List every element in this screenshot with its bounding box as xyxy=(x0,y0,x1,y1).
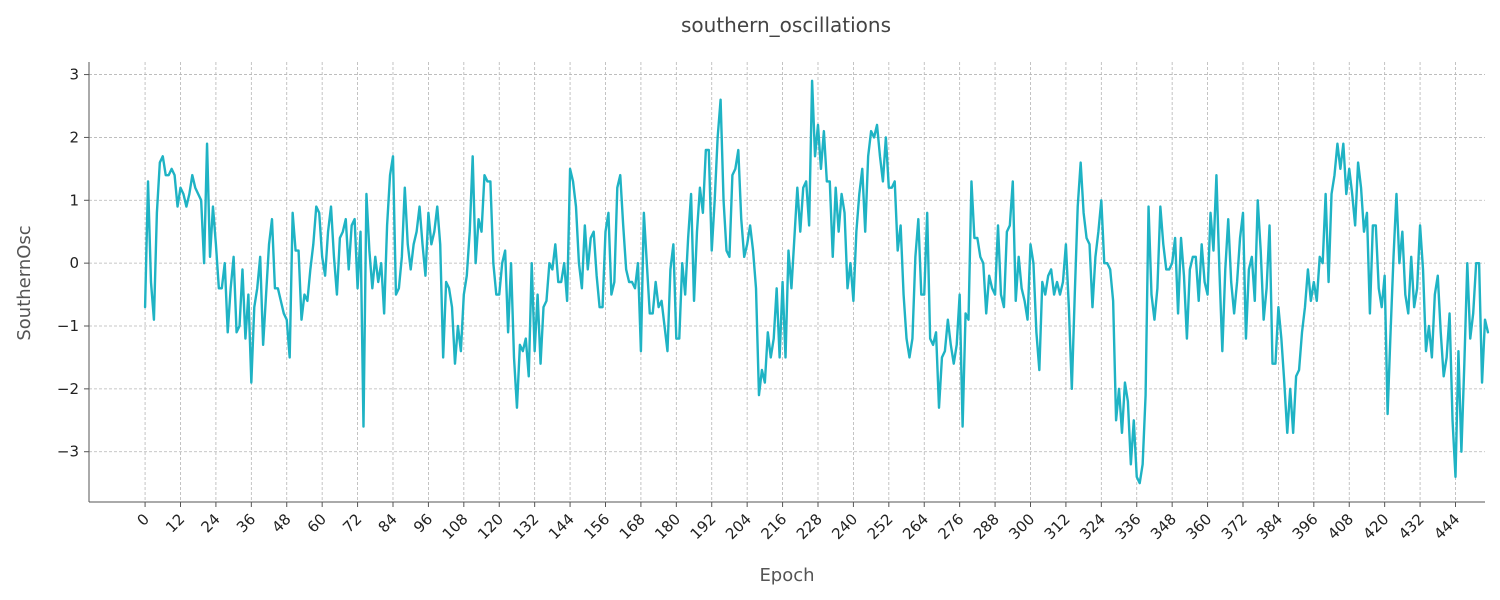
x-tick-label: 192 xyxy=(687,510,720,543)
y-tick-label: −1 xyxy=(57,317,79,335)
y-tick-label: 2 xyxy=(69,128,79,146)
x-tick-label: 144 xyxy=(545,510,578,543)
x-tick-label: 72 xyxy=(339,510,365,536)
x-tick-label: 24 xyxy=(198,510,224,536)
x-tick-label: 264 xyxy=(899,510,932,543)
y-tick-label: 3 xyxy=(69,66,79,84)
x-tick-label: 252 xyxy=(864,510,897,543)
y-tick-label: −3 xyxy=(57,443,79,461)
x-tick-label: 348 xyxy=(1147,510,1180,543)
x-axis-ticks: 0 12 24 36 48 60 72 84 96 108 120 132 144 156 168 180 19… xyxy=(133,502,1463,543)
x-tick-label: 240 xyxy=(828,510,861,543)
y-axis-ticks: −3 −2 −1 0 1 2 3 xyxy=(57,66,89,461)
x-tick-label: 132 xyxy=(510,510,543,543)
southern-oscillation-series-line xyxy=(143,79,1490,485)
x-tick-label: 48 xyxy=(268,510,294,536)
x-tick-label: 60 xyxy=(304,510,330,536)
x-tick-label: 108 xyxy=(439,510,472,543)
x-tick-label: 444 xyxy=(1430,510,1463,543)
x-tick-label: 0 xyxy=(133,510,152,529)
x-tick-label: 432 xyxy=(1395,510,1428,543)
x-tick-label: 120 xyxy=(474,510,507,543)
x-tick-label: 180 xyxy=(651,510,684,543)
x-tick-label: 216 xyxy=(757,510,790,543)
x-tick-label: 36 xyxy=(233,510,259,536)
x-tick-label: 276 xyxy=(935,510,968,543)
x-tick-label: 312 xyxy=(1041,510,1074,543)
x-tick-label: 372 xyxy=(1218,510,1251,543)
x-tick-label: 204 xyxy=(722,510,755,543)
x-tick-label: 396 xyxy=(1289,510,1322,543)
x-tick-label: 360 xyxy=(1182,510,1215,543)
x-tick-label: 300 xyxy=(1005,510,1038,543)
y-tick-label: 1 xyxy=(69,191,79,209)
x-tick-label: 96 xyxy=(410,510,436,536)
x-tick-label: 408 xyxy=(1324,510,1357,543)
x-tick-label: 228 xyxy=(793,510,826,543)
x-tick-label: 84 xyxy=(375,510,401,536)
y-tick-label: −2 xyxy=(57,380,79,398)
x-axis-label: Epoch xyxy=(759,565,814,586)
x-tick-label: 12 xyxy=(162,510,188,536)
chart-title: southern_oscillations xyxy=(681,13,891,37)
x-tick-label: 336 xyxy=(1112,510,1145,543)
x-tick-label: 384 xyxy=(1253,510,1286,543)
x-tick-label: 156 xyxy=(580,510,613,543)
x-tick-label: 168 xyxy=(616,510,649,543)
y-axis-label: SouthernOsc xyxy=(14,225,35,340)
x-tick-label: 324 xyxy=(1076,510,1109,543)
x-tick-label: 420 xyxy=(1360,510,1393,543)
x-tick-label: 288 xyxy=(970,510,1003,543)
y-tick-label: 0 xyxy=(69,254,79,272)
